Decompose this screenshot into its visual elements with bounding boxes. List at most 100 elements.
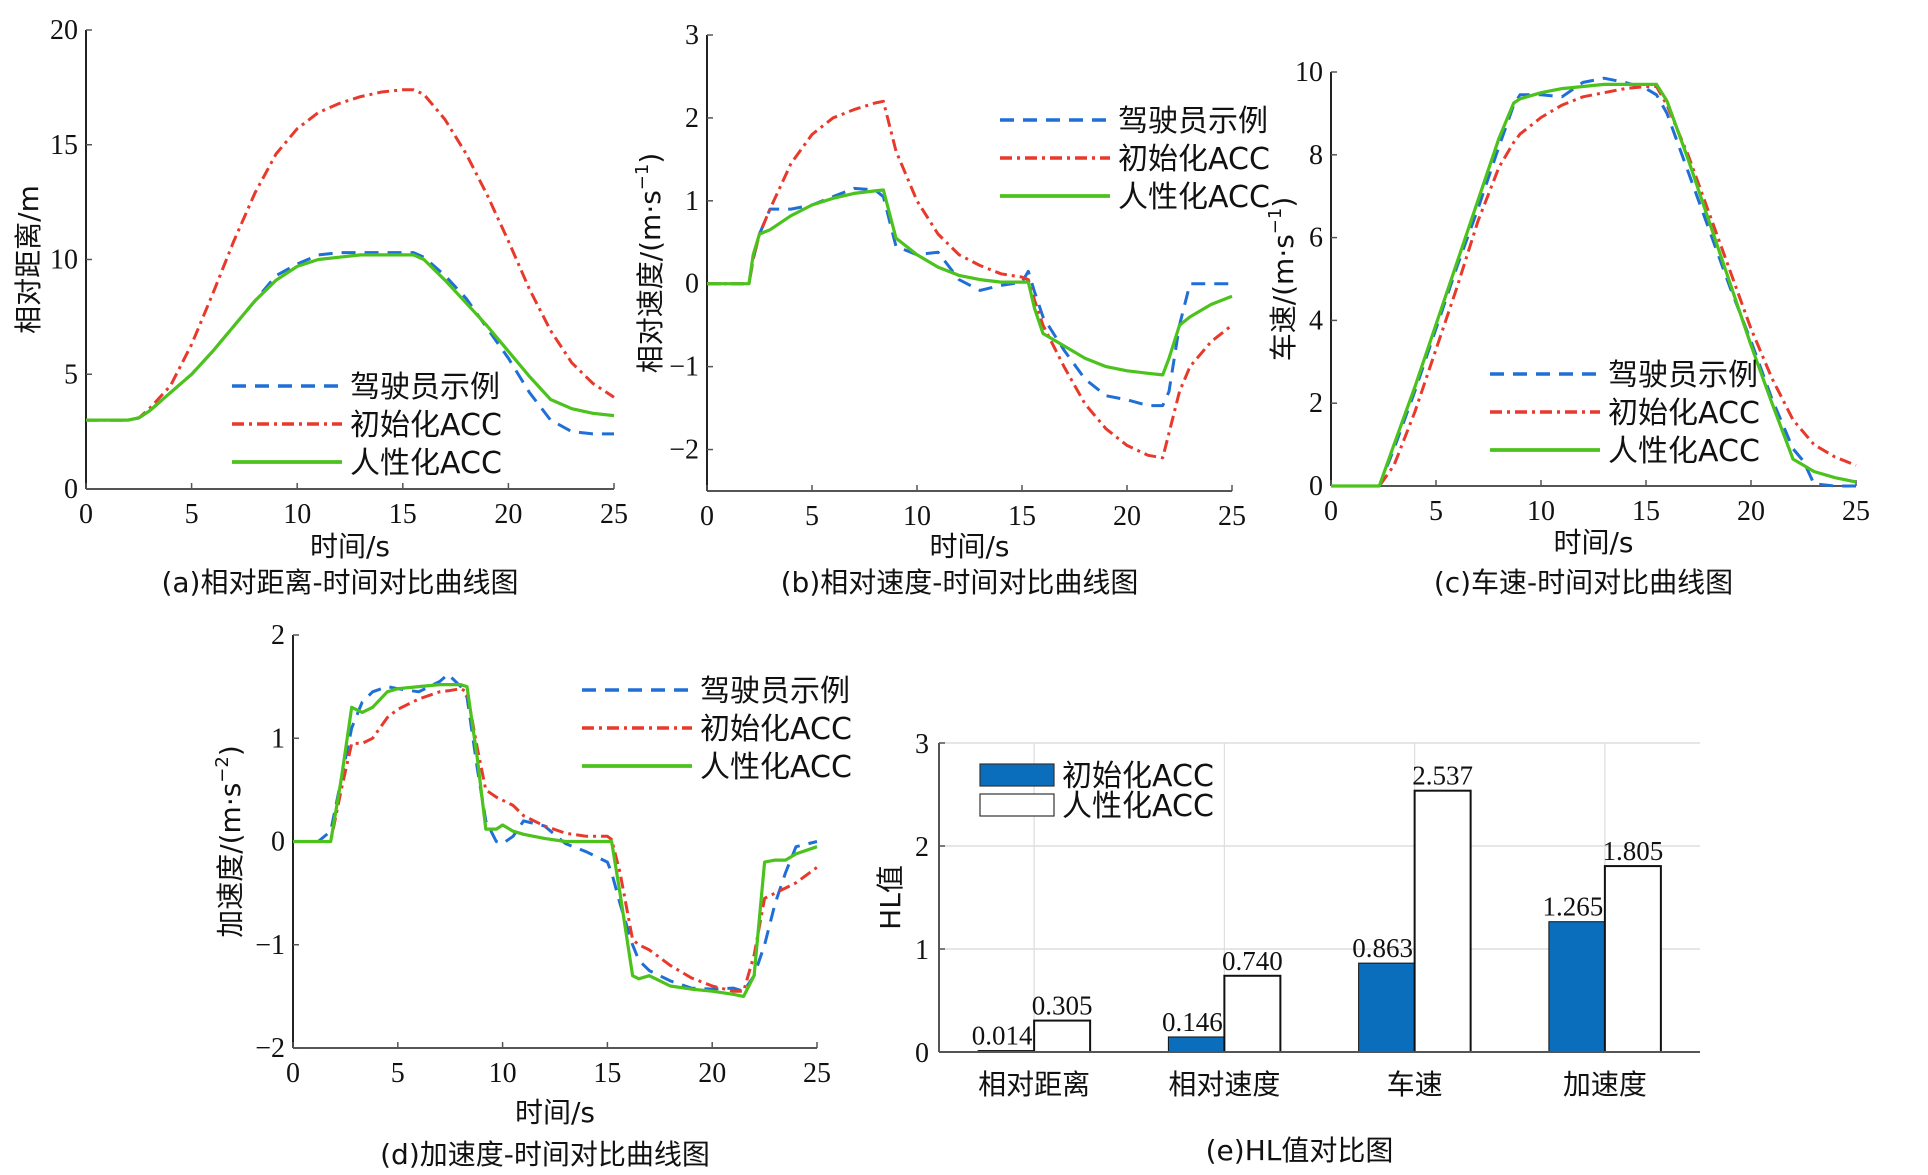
series-line-solid <box>293 682 818 999</box>
y-tick-label: 2 <box>685 103 699 134</box>
y-tick-label: 1 <box>271 723 285 754</box>
x-tick-label: 加速度 <box>1563 1068 1647 1101</box>
y-tick-label: 3 <box>685 20 699 51</box>
legend-label: 驾驶员示例 <box>1608 358 1758 393</box>
x-tick-label: 25 <box>1842 496 1870 527</box>
y-tick-label: 8 <box>1309 140 1323 171</box>
y-axis-label: 相对距离/m <box>12 185 45 334</box>
series-line-dash <box>86 251 614 436</box>
series-line-dashdot <box>707 99 1233 460</box>
y-tick-label: 1 <box>685 186 699 217</box>
x-tick-label: 0 <box>79 499 93 530</box>
y-tick-label: 10 <box>1295 57 1323 88</box>
legend-label: 驾驶员示例 <box>350 370 500 405</box>
y-tick-label: 0 <box>64 474 78 505</box>
bar-value-label: 1.265 <box>1543 892 1604 922</box>
y-axis-label-sup: −1 <box>1265 208 1286 235</box>
legend-label: 人性化ACC <box>1062 789 1214 824</box>
legend-label: 初始化ACC <box>700 712 852 747</box>
y-tick-label: 10 <box>50 245 78 276</box>
chart-caption: (b)相对速度-时间对比曲线图 <box>781 566 1139 599</box>
y-tick-label: −2 <box>669 435 699 466</box>
y-axis-label-sup: −2 <box>212 756 233 783</box>
y-tick-label: −1 <box>255 930 285 961</box>
y-tick-label: 1 <box>915 935 929 966</box>
x-tick-label: 10 <box>1527 496 1555 527</box>
legend-label: 人性化ACC <box>700 750 852 785</box>
bar-value-label: 2.537 <box>1412 761 1473 791</box>
x-tick-label: 5 <box>185 499 199 530</box>
x-axis-label: 时间/s <box>1553 526 1633 559</box>
bar-human-acc <box>1413 789 1472 1054</box>
x-tick-label: 0 <box>286 1058 300 1089</box>
x-tick-label: 25 <box>803 1058 831 1089</box>
bar-value-label: 0.305 <box>1032 991 1093 1021</box>
x-tick-label: 车速 <box>1387 1068 1443 1101</box>
y-axis-label-main: 加速度/(m·s <box>214 783 247 938</box>
x-tick-label: 相对速度 <box>1168 1068 1280 1101</box>
x-tick-label: 5 <box>1429 496 1443 527</box>
chart-caption: (e)HL值对比图 <box>1206 1134 1394 1167</box>
y-tick-label: 0 <box>271 827 285 858</box>
chart-caption: (d)加速度-时间对比曲线图 <box>380 1138 710 1171</box>
y-tick-label: 20 <box>50 15 78 46</box>
x-tick-label: 0 <box>1324 496 1338 527</box>
legend-label: 驾驶员示例 <box>700 674 850 709</box>
bar-value-label: 0.740 <box>1222 946 1283 976</box>
legend-swatch <box>979 793 1055 817</box>
chart-b: 0 5 10 15 20 25 −2 −1 0 1 2 3 时间/s 相对速度/(m·s−1) 驾驶员示例初… <box>632 20 1270 599</box>
legend-label: 人性化ACC <box>1608 434 1760 469</box>
y-axis-label-sup: −1 <box>632 164 653 191</box>
series-line-solid <box>707 188 1233 377</box>
legend-swatch <box>979 763 1055 787</box>
legend-label: 初始化ACC <box>1062 759 1214 794</box>
chart-c: 0 5 10 15 20 250246810时间/s车速/(m·s−1)驾驶员示例初始化A… <box>1265 57 1870 599</box>
x-tick-label: 25 <box>600 499 628 530</box>
x-tick-label: 15 <box>593 1058 621 1089</box>
legend-label: 初始化ACC <box>1118 142 1270 177</box>
x-tick-label: 15 <box>1008 501 1036 532</box>
x-tick-label: 10 <box>903 501 931 532</box>
bar-initial-acc <box>1548 921 1606 1053</box>
x-tick-label: 20 <box>698 1058 726 1089</box>
x-axis-label: 时间/s <box>929 530 1009 563</box>
y-tick-label: 2 <box>1309 388 1323 419</box>
x-tick-label: 0 <box>700 501 714 532</box>
bar-human-acc <box>1223 974 1282 1054</box>
y-tick-label: −2 <box>255 1033 285 1064</box>
y-tick-label: 3 <box>915 729 929 760</box>
chart-d: 0 5 10 15 20 25−2−1012时间/s加速度/(m·s−2)驾驶员示例初始化… <box>212 620 852 1171</box>
bar-value-label: 0.863 <box>1352 933 1413 963</box>
series-line-dash <box>293 672 818 993</box>
bar-value-label: 0.146 <box>1162 1007 1223 1037</box>
y-tick-label: −1 <box>669 352 699 383</box>
series-line-dashdot <box>1331 85 1857 488</box>
bar-value-label: 0.014 <box>972 1021 1033 1051</box>
y-tick-label: 15 <box>50 130 78 161</box>
x-tick-label: 20 <box>1113 501 1141 532</box>
bar-value-label: 1.805 <box>1603 836 1664 866</box>
series-line-dashdot <box>86 88 615 422</box>
series-line-dashdot <box>293 687 818 993</box>
y-axis-label: 相对速度/(m·s−1) <box>632 153 667 374</box>
y-tick-label: 5 <box>64 359 78 390</box>
x-tick-label: 相对距离 <box>978 1068 1090 1101</box>
y-axis-label-main: 相对距离/m <box>12 185 45 334</box>
bar-human-acc <box>1033 1019 1092 1054</box>
x-tick-label: 10 <box>283 499 311 530</box>
y-tick-label: 0 <box>685 269 699 300</box>
y-axis-label: 车速/(m·s−1) <box>1265 197 1300 362</box>
chart-caption: (c)车速-时间对比曲线图 <box>1434 566 1733 599</box>
x-axis-label: 时间/s <box>310 530 390 563</box>
y-tick-label: 6 <box>1309 223 1323 254</box>
series-line-dash <box>707 186 1232 408</box>
x-tick-label: 20 <box>1737 496 1765 527</box>
series-line-solid <box>86 253 615 422</box>
y-tick-label: 2 <box>915 832 929 863</box>
bar-initial-acc <box>1358 962 1416 1053</box>
bar-human-acc <box>1603 865 1662 1054</box>
chart-caption: (a)相对距离-时间对比曲线图 <box>161 566 518 599</box>
y-axis-label: 加速度/(m·s−2) <box>212 745 247 938</box>
y-tick-label: 4 <box>1309 305 1323 336</box>
